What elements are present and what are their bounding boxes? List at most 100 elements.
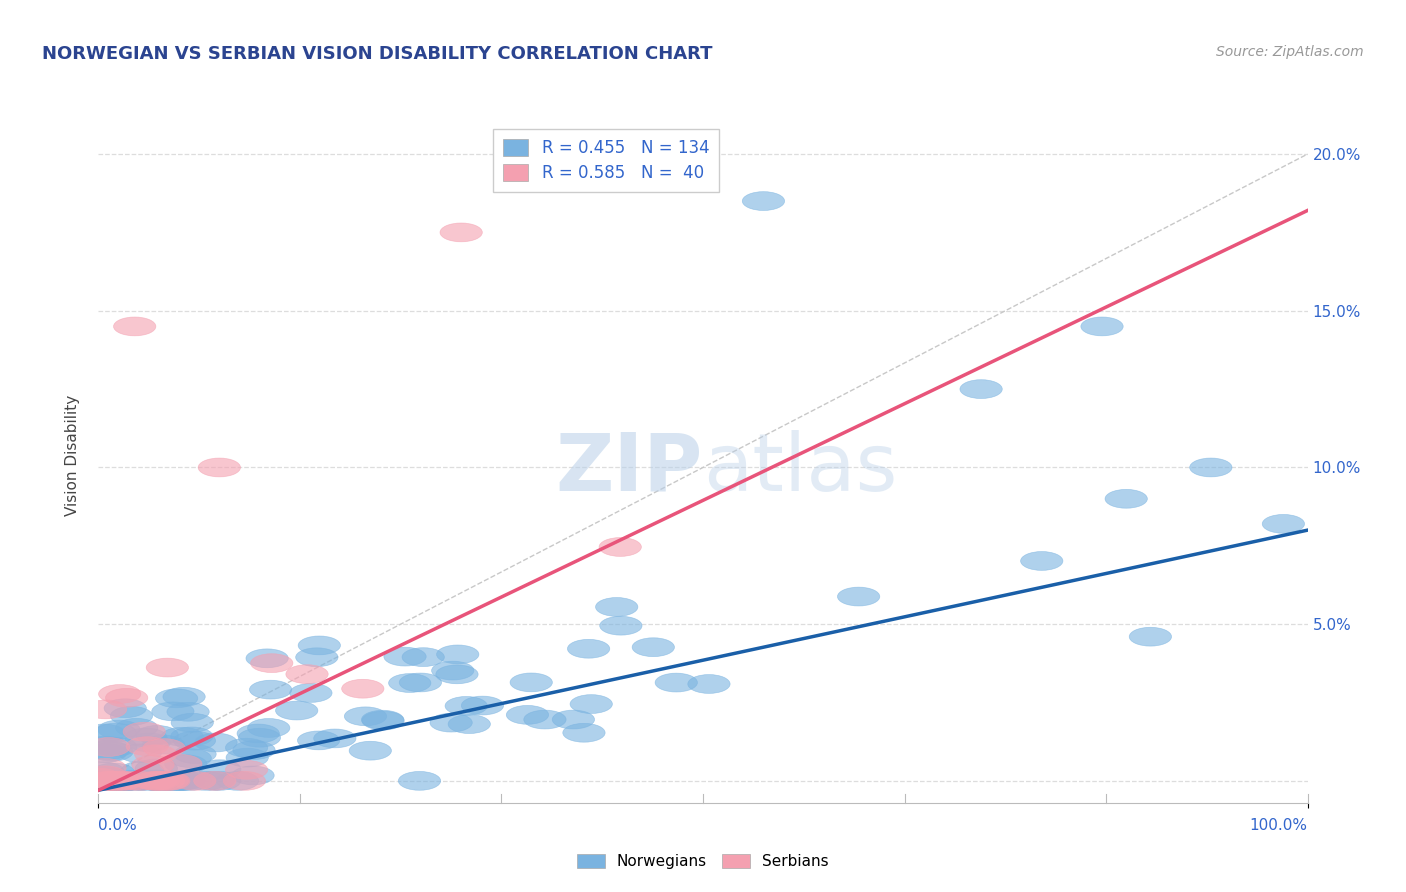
- Ellipse shape: [135, 772, 177, 790]
- Ellipse shape: [127, 737, 169, 756]
- Ellipse shape: [93, 772, 135, 790]
- Ellipse shape: [249, 681, 292, 699]
- Ellipse shape: [100, 772, 143, 790]
- Ellipse shape: [1081, 317, 1123, 335]
- Ellipse shape: [135, 745, 177, 764]
- Ellipse shape: [103, 772, 145, 790]
- Ellipse shape: [198, 458, 240, 477]
- Ellipse shape: [120, 772, 162, 790]
- Ellipse shape: [596, 598, 638, 616]
- Ellipse shape: [226, 748, 269, 767]
- Ellipse shape: [524, 710, 567, 729]
- Ellipse shape: [1129, 627, 1171, 646]
- Ellipse shape: [83, 766, 127, 785]
- Ellipse shape: [83, 772, 125, 790]
- Ellipse shape: [384, 648, 426, 666]
- Ellipse shape: [314, 729, 356, 747]
- Ellipse shape: [104, 698, 146, 718]
- Ellipse shape: [94, 738, 136, 756]
- Ellipse shape: [238, 724, 280, 743]
- Ellipse shape: [838, 587, 880, 606]
- Ellipse shape: [506, 706, 548, 724]
- Ellipse shape: [568, 640, 610, 658]
- Ellipse shape: [402, 648, 444, 666]
- Ellipse shape: [1105, 490, 1147, 508]
- Ellipse shape: [510, 673, 553, 692]
- Ellipse shape: [159, 772, 201, 790]
- Text: NORWEGIAN VS SERBIAN VISION DISABILITY CORRELATION CHART: NORWEGIAN VS SERBIAN VISION DISABILITY C…: [42, 45, 713, 62]
- Ellipse shape: [398, 772, 440, 790]
- Ellipse shape: [110, 706, 153, 725]
- Text: 100.0%: 100.0%: [1250, 818, 1308, 832]
- Ellipse shape: [437, 645, 479, 664]
- Ellipse shape: [159, 772, 201, 790]
- Ellipse shape: [82, 762, 124, 780]
- Ellipse shape: [159, 772, 201, 790]
- Ellipse shape: [1263, 515, 1305, 533]
- Ellipse shape: [122, 771, 165, 789]
- Ellipse shape: [120, 744, 162, 763]
- Ellipse shape: [173, 731, 215, 750]
- Ellipse shape: [430, 714, 472, 732]
- Ellipse shape: [105, 772, 148, 790]
- Ellipse shape: [134, 772, 176, 790]
- Ellipse shape: [115, 718, 157, 737]
- Ellipse shape: [247, 719, 290, 738]
- Ellipse shape: [446, 697, 488, 715]
- Ellipse shape: [143, 772, 186, 790]
- Ellipse shape: [135, 772, 177, 790]
- Ellipse shape: [87, 772, 129, 790]
- Ellipse shape: [103, 772, 145, 790]
- Ellipse shape: [135, 759, 177, 778]
- Ellipse shape: [89, 772, 131, 790]
- Ellipse shape: [84, 758, 127, 777]
- Ellipse shape: [224, 772, 266, 790]
- Ellipse shape: [96, 772, 138, 790]
- Ellipse shape: [295, 648, 337, 666]
- Ellipse shape: [125, 728, 167, 747]
- Ellipse shape: [172, 714, 214, 732]
- Ellipse shape: [169, 748, 211, 767]
- Ellipse shape: [105, 689, 148, 707]
- Ellipse shape: [90, 772, 132, 790]
- Ellipse shape: [298, 636, 340, 655]
- Ellipse shape: [688, 674, 730, 693]
- Ellipse shape: [142, 772, 184, 790]
- Ellipse shape: [94, 772, 136, 790]
- Ellipse shape: [1021, 551, 1063, 570]
- Ellipse shape: [146, 772, 188, 790]
- Ellipse shape: [86, 772, 129, 790]
- Ellipse shape: [132, 772, 174, 790]
- Ellipse shape: [162, 727, 204, 746]
- Ellipse shape: [79, 768, 121, 787]
- Ellipse shape: [94, 723, 136, 742]
- Ellipse shape: [96, 772, 138, 790]
- Legend: Norwegians, Serbians: Norwegians, Serbians: [571, 848, 835, 875]
- Ellipse shape: [91, 772, 134, 790]
- Ellipse shape: [128, 733, 170, 752]
- Ellipse shape: [633, 638, 675, 657]
- Ellipse shape: [112, 772, 155, 790]
- Ellipse shape: [110, 772, 152, 790]
- Ellipse shape: [655, 673, 697, 692]
- Ellipse shape: [98, 684, 141, 704]
- Ellipse shape: [184, 772, 226, 790]
- Ellipse shape: [174, 745, 217, 764]
- Ellipse shape: [124, 723, 166, 741]
- Ellipse shape: [600, 616, 643, 635]
- Y-axis label: Vision Disability: Vision Disability: [65, 394, 80, 516]
- Ellipse shape: [960, 380, 1002, 399]
- Ellipse shape: [742, 192, 785, 211]
- Ellipse shape: [225, 761, 267, 780]
- Ellipse shape: [134, 772, 176, 790]
- Ellipse shape: [105, 772, 148, 790]
- Ellipse shape: [449, 714, 491, 733]
- Ellipse shape: [132, 756, 174, 774]
- Ellipse shape: [361, 710, 404, 729]
- Ellipse shape: [93, 763, 135, 782]
- Ellipse shape: [135, 770, 177, 789]
- Ellipse shape: [290, 683, 332, 702]
- Ellipse shape: [98, 720, 141, 739]
- Ellipse shape: [139, 772, 181, 790]
- Ellipse shape: [146, 658, 188, 677]
